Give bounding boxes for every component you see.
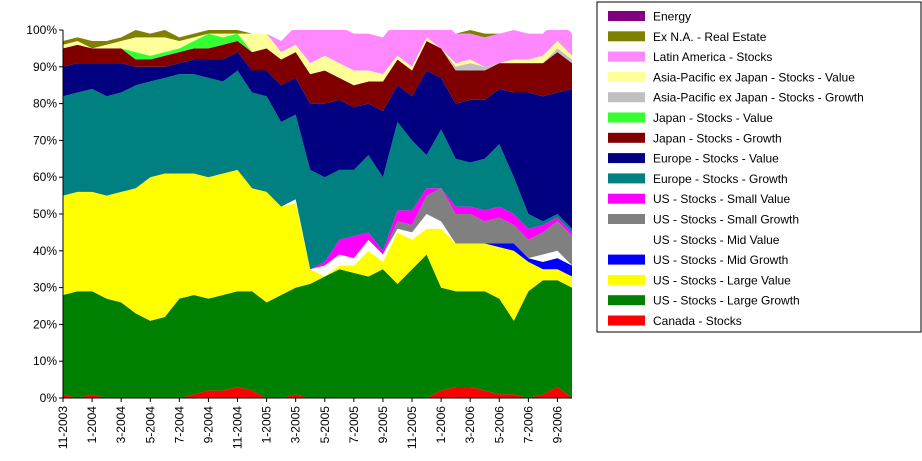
x-tick-label: 1-2004 (85, 406, 99, 444)
legend-label: Energy (653, 10, 691, 24)
legend-swatch (608, 315, 645, 326)
legend-label: Japan - Stocks - Value (653, 111, 773, 125)
legend-swatch (608, 234, 645, 245)
x-tick-label: 1-2006 (434, 406, 448, 444)
legend-swatch (608, 51, 645, 62)
legend-swatch (608, 112, 645, 123)
x-tick-label: 11-2005 (405, 406, 419, 449)
legend-swatch (608, 31, 645, 42)
legend-swatch (608, 92, 645, 103)
area (63, 30, 572, 75)
y-tick-label: 40% (33, 244, 57, 258)
legend-label: Latin America - Stocks (653, 50, 772, 64)
legend-label: US - Stocks - Large Value (653, 273, 791, 287)
x-tick-label: 11-2004 (231, 406, 245, 449)
legend-label: Europe - Stocks - Growth (653, 172, 788, 186)
area (63, 254, 572, 398)
legend (596, 1, 922, 333)
area (63, 52, 572, 229)
legend-swatch (608, 274, 645, 285)
area (63, 41, 572, 111)
legend-swatch (608, 193, 645, 204)
legend-label: Asia-Pacific ex Japan - Stocks - Value (653, 70, 855, 84)
area (63, 386, 572, 398)
y-tick-label: 20% (33, 317, 57, 331)
legend-label: US - Stocks - Small Growth (653, 213, 799, 227)
x-tick-label: 1-2005 (260, 406, 274, 444)
plot-area (63, 30, 572, 398)
y-tick-label: 60% (33, 170, 57, 184)
area (63, 169, 572, 321)
area (63, 169, 572, 270)
y-tick-label: 80% (33, 97, 57, 111)
legend-label: Asia-Pacific ex Japan - Stocks - Growth (653, 91, 864, 105)
x-tick-label: 7-2006 (521, 406, 535, 444)
legend-swatch (608, 71, 645, 82)
legend-swatch (608, 254, 645, 265)
legend-swatch (608, 295, 645, 306)
x-tick-label: 7-2005 (347, 406, 361, 444)
legend-swatch (608, 11, 645, 21)
legend-label: US - Stocks - Small Value (653, 192, 790, 206)
x-tick-label: 9-2004 (201, 406, 215, 444)
legend-label: Canada - Stocks (653, 314, 742, 328)
legend-label: Ex N.A. - Real Estate (653, 30, 767, 44)
x-tick-label: 3-2005 (289, 406, 303, 444)
x-tick-label: 7-2004 (172, 406, 186, 444)
area (63, 169, 572, 270)
x-tick-label: 5-2006 (492, 406, 506, 444)
legend-swatch (608, 214, 645, 224)
legend-label: US - Stocks - Mid Value (653, 233, 780, 247)
area (63, 33, 572, 86)
x-tick-label: 3-2004 (114, 406, 128, 444)
legend-label: Europe - Stocks - Value (653, 152, 779, 166)
x-tick-label: 9-2005 (376, 406, 390, 444)
y-tick-label: 0% (40, 391, 58, 405)
x-tick-label: 5-2005 (318, 406, 332, 444)
legend-label: Japan - Stocks - Growth (653, 131, 782, 145)
y-tick-label: 70% (33, 133, 57, 147)
legend-swatch (608, 173, 645, 184)
x-tick-label: 9-2006 (550, 406, 564, 444)
y-tick-label: 30% (33, 281, 57, 295)
legend-swatch (608, 132, 645, 143)
y-tick-label: 100% (26, 23, 57, 37)
y-tick-label: 10% (33, 354, 57, 368)
x-tick-label: 5-2004 (143, 406, 157, 444)
legend-swatch (608, 153, 645, 164)
y-tick-label: 90% (33, 60, 57, 74)
x-tick-label: 3-2006 (463, 406, 477, 444)
area (63, 70, 572, 270)
y-tick-label: 50% (33, 207, 57, 221)
legend-label: US - Stocks - Large Growth (653, 294, 800, 308)
x-tick-label: 11-2003 (56, 406, 70, 449)
legend-label: US - Stocks - Mid Growth (653, 253, 788, 267)
